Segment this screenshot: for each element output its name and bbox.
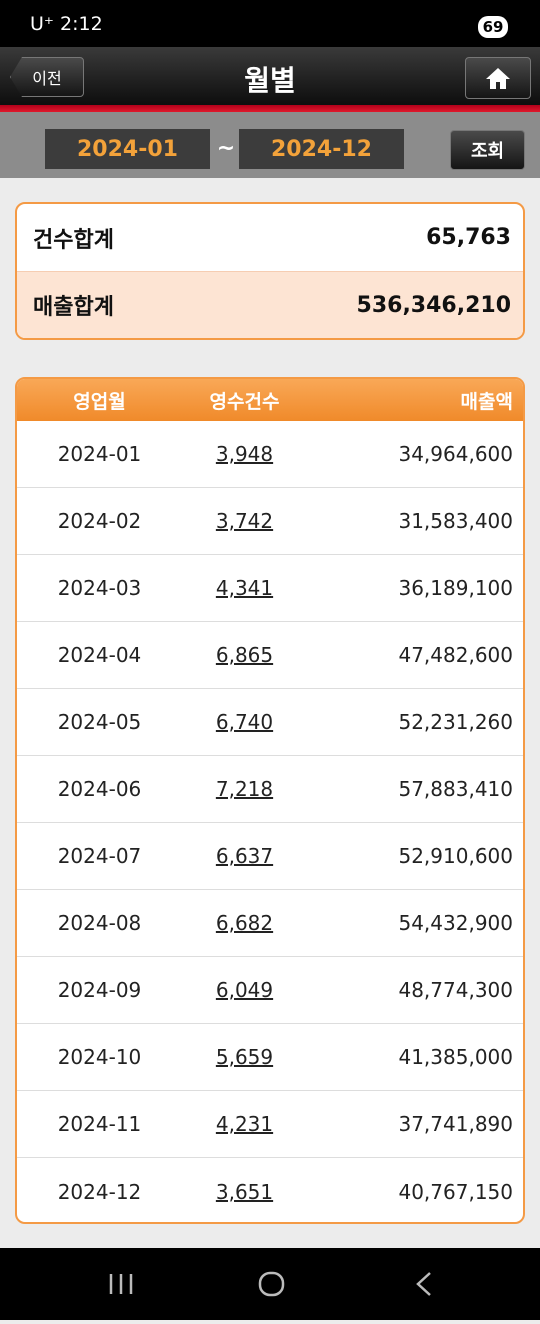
table-row: 2024-02 3,742 31,583,400	[17, 488, 523, 555]
table-row: 2024-12 3,651 40,767,150	[17, 1158, 523, 1222]
separator: ~	[216, 136, 236, 161]
month-cell: 2024-08	[57, 911, 142, 935]
monthly-table: 영업월 영수건수 매출액 2024-01 3,948 34,964,600 2024-02…	[15, 377, 525, 1224]
count-link[interactable]: 3,742	[215, 509, 274, 533]
summary-value: 536,346,210	[356, 292, 511, 318]
month-cell: 2024-12	[57, 1179, 142, 1204]
month-cell: 2024-03	[57, 576, 142, 600]
table-row: 2024-06 7,218 57,883,410	[17, 756, 523, 823]
table-row: 2024-03 4,341 36,189,100	[17, 555, 523, 622]
table-row: 2024-05 6,740 52,231,260	[17, 689, 523, 756]
date-to[interactable]: 2024-12	[239, 129, 404, 169]
month-cell: 2024-11	[57, 1112, 142, 1136]
sales-cell: 57,883,410	[398, 777, 513, 801]
home-button[interactable]	[465, 57, 531, 99]
month-cell: 2024-01	[57, 442, 142, 466]
sales-cell: 41,385,000	[398, 1045, 513, 1069]
count-link[interactable]: 6,682	[215, 911, 274, 935]
count-link[interactable]: 6,740	[215, 710, 274, 734]
sales-cell: 47,482,600	[398, 643, 513, 667]
sales-cell: 40,767,150	[398, 1179, 513, 1204]
month-cell: 2024-02	[57, 509, 142, 533]
column-header: 매출액	[460, 390, 513, 413]
table-header: 영업월 영수건수 매출액	[17, 379, 523, 421]
sales-cell: 31,583,400	[398, 509, 513, 533]
nav-icons	[109, 1271, 431, 1297]
summary-row: 건수합계 65,763	[17, 204, 523, 271]
count-link[interactable]: 5,659	[215, 1045, 274, 1069]
sales-cell: 37,741,890	[398, 1112, 513, 1136]
month-cell: 2024-07	[57, 844, 142, 868]
table-row: 2024-04 6,865 47,482,600	[17, 622, 523, 689]
summary-label: 건수합계	[33, 227, 114, 253]
table-row: 2024-01 3,948 34,964,600	[17, 421, 523, 488]
summary-value: 65,763	[426, 225, 511, 250]
sales-cell: 52,910,600	[398, 844, 513, 868]
column-header: 영수건수	[209, 390, 280, 413]
table-row: 2024-08 6,682 54,432,900	[17, 890, 523, 957]
sales-cell: 36,189,100	[398, 576, 513, 600]
table-row: 2024-09 6,049 48,774,300	[17, 957, 523, 1024]
column-header: 영업월	[73, 390, 126, 413]
search-button[interactable]: 조회	[450, 130, 525, 170]
month-cell: 2024-09	[57, 978, 142, 1002]
summary-row: 매출합계 536,346,210	[17, 271, 523, 338]
nav-bar	[0, 1248, 540, 1320]
table-row: 2024-10 5,659 41,385,000	[17, 1024, 523, 1091]
table-row: 2024-11 4,231 37,741,890	[17, 1091, 523, 1158]
month-cell: 2024-06	[57, 777, 142, 801]
count-link[interactable]: 4,341	[215, 576, 274, 600]
month-cell: 2024-05	[57, 710, 142, 734]
carrier: U⁺	[30, 13, 54, 35]
header-title: 월별	[244, 64, 296, 97]
count-link[interactable]: 4,231	[215, 1112, 274, 1136]
sales-cell: 52,231,260	[398, 710, 513, 734]
summary-box: 건수합계 65,763 매출합계 536,346,210	[15, 202, 525, 340]
divider	[0, 105, 540, 112]
count-link[interactable]: 6,637	[215, 844, 274, 868]
sales-cell: 34,964,600	[398, 442, 513, 466]
month-cell: 2024-10	[57, 1045, 142, 1069]
header: 이전 월별	[0, 47, 540, 107]
status-bar: U⁺ 2:12 69	[0, 0, 540, 47]
count-link[interactable]: 7,218	[215, 777, 274, 801]
battery: 69	[478, 16, 508, 38]
count-link[interactable]: 3,651	[215, 1179, 274, 1204]
clock: 2:12	[60, 13, 103, 35]
count-link[interactable]: 3,948	[215, 442, 274, 466]
back-button[interactable]: 이전	[10, 57, 84, 97]
count-link[interactable]: 6,049	[215, 978, 274, 1002]
sales-cell: 54,432,900	[398, 911, 513, 935]
home-icon	[486, 68, 510, 89]
table-row: 2024-07 6,637 52,910,600	[17, 823, 523, 890]
date-from[interactable]: 2024-01	[45, 129, 210, 169]
summary-label: 매출합계	[33, 295, 114, 320]
month-cell: 2024-04	[57, 643, 142, 667]
sales-cell: 48,774,300	[398, 978, 513, 1002]
count-link[interactable]: 6,865	[215, 643, 274, 667]
